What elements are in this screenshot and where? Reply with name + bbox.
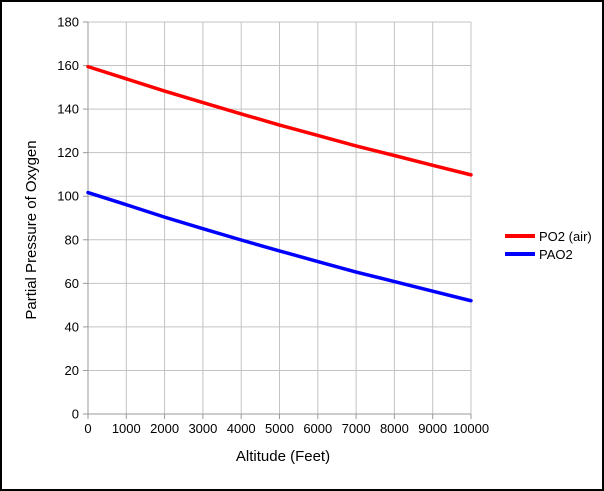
x-tick-label: 4000 (227, 421, 256, 436)
y-tick-label: 60 (65, 276, 79, 291)
y-tick-label: 100 (57, 189, 79, 204)
y-tick-label: 140 (57, 102, 79, 117)
y-tick-label: 160 (57, 58, 79, 73)
y-tick-label: 0 (72, 407, 79, 422)
x-tick-label: 1000 (112, 421, 141, 436)
x-tick-label: 2000 (150, 421, 179, 436)
data-series-lines (86, 64, 473, 303)
legend-label-po2-air: PO2 (air) (539, 229, 592, 244)
legend: PO2 (air) PAO2 (505, 229, 592, 262)
x-tick-label: 6000 (303, 421, 332, 436)
series-line-pao2 (86, 190, 473, 303)
x-tick-label: 7000 (342, 421, 371, 436)
x-tick-label: 9000 (418, 421, 447, 436)
x-tick-label: 0 (84, 421, 91, 436)
axes (83, 21, 472, 419)
gridlines (87, 21, 472, 415)
x-tick-label: 5000 (265, 421, 294, 436)
x-tick-label: 3000 (188, 421, 217, 436)
y-tick-label: 180 (57, 15, 79, 30)
y-tick-label: 40 (65, 319, 79, 334)
x-tick-label: 8000 (380, 421, 409, 436)
y-tick-label: 120 (57, 145, 79, 160)
legend-label-pao2: PAO2 (539, 247, 573, 262)
y-tick-label: 20 (65, 363, 79, 378)
y-tick-label: 80 (65, 232, 79, 247)
y-axis-title: Partial Pressure of Oxygen (23, 140, 40, 319)
x-axis-title: Altitude (Feet) (236, 448, 330, 465)
y-axis-tick-labels: 0 20 40 60 80 100 120 140 160 180 (57, 15, 79, 422)
x-tick-label: 10000 (453, 421, 489, 436)
x-axis-tick-labels: 0 1000 2000 3000 4000 5000 6000 7000 8000 9000 100… (84, 421, 489, 436)
series-line-po2-air (86, 64, 473, 177)
